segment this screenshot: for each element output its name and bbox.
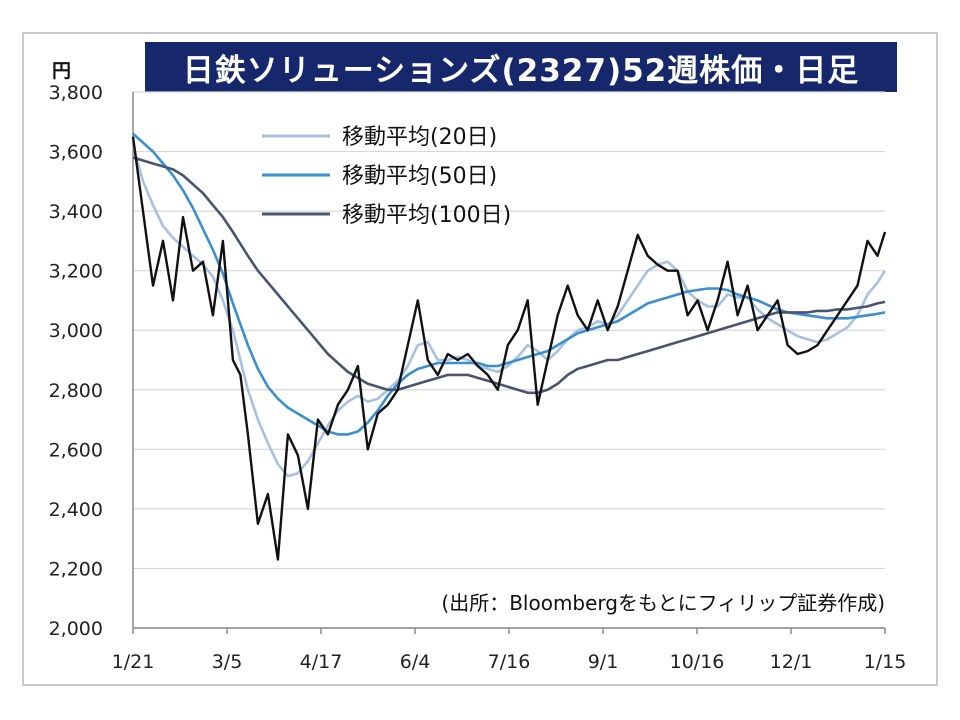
y-tick-label: 3,800 xyxy=(49,82,103,104)
y-tick-label: 2,200 xyxy=(49,558,103,580)
x-tick-label: 9/1 xyxy=(588,651,619,673)
series-layer xyxy=(131,132,887,561)
legend-label: 移動平均(20日) xyxy=(342,125,497,150)
y-tick-label: 3,600 xyxy=(49,142,103,164)
x-tick-label: 12/1 xyxy=(770,651,813,673)
y-tick-label: 2,400 xyxy=(49,499,103,521)
moving-average-line xyxy=(132,156,886,395)
x-tick-label: 1/21 xyxy=(112,651,155,673)
chart-frame xyxy=(22,32,938,686)
moving-average-line xyxy=(131,145,887,478)
y-axis-unit-label: 円 xyxy=(52,60,72,82)
x-axis-ticks: 1/21 3/5 4/17 6/4 7/16 9/1 10/16 12/1 1/15 xyxy=(112,628,907,673)
x-tick-label: 1/15 xyxy=(864,651,907,673)
price-series-line xyxy=(131,136,887,561)
x-tick-label: 4/17 xyxy=(300,651,343,673)
x-tick-label: 7/16 xyxy=(488,651,531,673)
x-tick-label: 6/4 xyxy=(400,651,431,673)
legend: 移動平均(20日) 移動平均(50日) 移動平均(100日) xyxy=(262,125,511,228)
y-tick-label: 3,000 xyxy=(49,320,103,342)
source-note: (出所：Bloombergをもとにフィリップ証券作成) xyxy=(441,591,885,615)
y-tick-label: 2,000 xyxy=(49,618,103,640)
x-tick-label: 10/16 xyxy=(670,651,725,673)
moving-average-line xyxy=(132,132,886,436)
chart-title: 日鉄ソリューションズ(2327)52週株価・日足 xyxy=(145,42,897,92)
y-tick-label: 2,800 xyxy=(49,380,103,402)
x-tick-label: 3/5 xyxy=(212,651,243,673)
y-tick-label: 2,600 xyxy=(49,439,103,461)
y-tick-label: 3,200 xyxy=(49,261,103,283)
legend-label: 移動平均(100日) xyxy=(342,203,511,228)
y-tick-label: 3,400 xyxy=(49,201,103,223)
y-axis-ticks: 2,000 2,200 2,400 2,600 2,800 3,000 3,200 3,400… xyxy=(49,82,103,640)
axes xyxy=(132,92,885,629)
legend-label: 移動平均(50日) xyxy=(342,164,497,189)
grid-lines xyxy=(132,91,885,629)
